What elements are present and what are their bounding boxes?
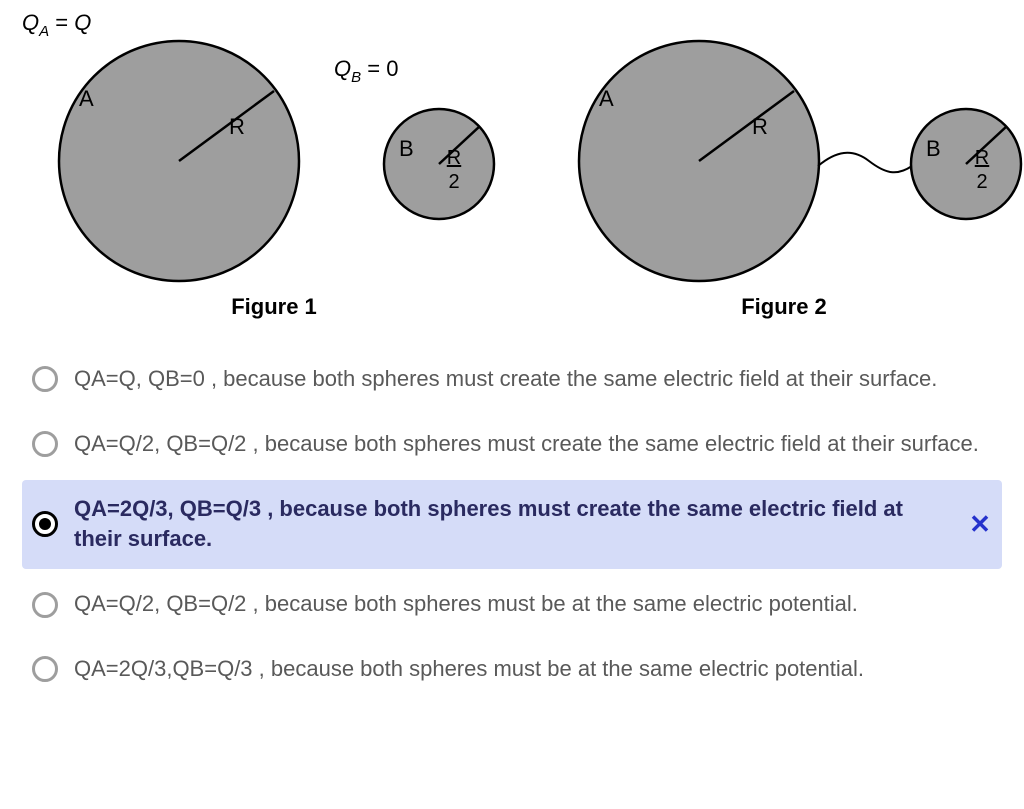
figure-2-caption: Figure 2 [534,294,1024,320]
option-4-text: QA=Q/2, QB=Q/2 , because both spheres mu… [74,589,992,620]
sphere-a-label: A [79,86,94,111]
qb-label: QB = 0 [334,56,398,86]
radius-b-den: 2 [448,171,459,193]
option-4[interactable]: QA=Q/2, QB=Q/2 , because both spheres mu… [22,575,1002,634]
qa-label: QA = Q [22,10,91,40]
figure-2-svg: A R B R 2 [534,6,1024,286]
radio-icon [32,592,58,618]
option-2-text: QA=Q/2, QB=Q/2 , because both spheres mu… [74,429,992,460]
options-list: QA=Q, QB=0 , because both spheres must c… [14,350,1010,699]
option-3-text: QA=2Q/3, QB=Q/3 , because both spheres m… [74,494,952,556]
radio-icon [32,431,58,457]
sphere-b-label: B [399,136,414,161]
figure-2: A R B R 2 Figure 2 [534,6,1024,320]
sphere-a-2-label: A [599,86,614,111]
sphere-b-2-label: B [926,136,941,161]
radius-b-num: R [447,147,461,169]
connecting-wire [818,153,912,173]
radius-a-2-label: R [752,114,768,139]
figure-1: QA = Q A R QB = 0 B R 2 Figure 1 [14,6,534,320]
option-1-text: QA=Q, QB=0 , because both spheres must c… [74,364,992,395]
radius-a-label: R [229,114,245,139]
radio-icon [32,366,58,392]
radius-b-2-num: R [975,147,989,169]
figure-1-svg: QA = Q A R QB = 0 B R 2 [14,6,534,286]
option-1[interactable]: QA=Q, QB=0 , because both spheres must c… [22,350,1002,409]
radio-icon [32,511,58,537]
option-3[interactable]: QA=2Q/3, QB=Q/3 , because both spheres m… [22,480,1002,570]
option-5-text: QA=2Q/3,QB=Q/3 , because both spheres mu… [74,654,992,685]
radius-b-2-den: 2 [976,171,987,193]
figure-1-caption: Figure 1 [14,294,534,320]
wrong-icon: ✕ [968,512,992,536]
option-5[interactable]: QA=2Q/3,QB=Q/3 , because both spheres mu… [22,640,1002,699]
option-2[interactable]: QA=Q/2, QB=Q/2 , because both spheres mu… [22,415,1002,474]
figures-row: QA = Q A R QB = 0 B R 2 Figure 1 A R [14,6,1010,320]
radio-icon [32,656,58,682]
